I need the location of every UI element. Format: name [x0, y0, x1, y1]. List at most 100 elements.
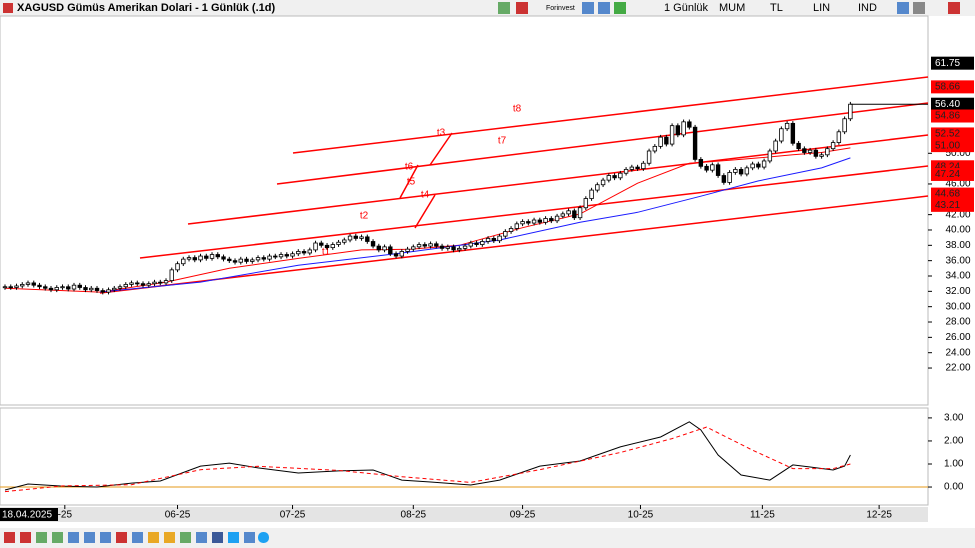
candle-body: [560, 213, 566, 217]
tool-icon[interactable]: [582, 2, 594, 14]
toolbar-label[interactable]: TL: [770, 2, 783, 14]
price-label: 43.21: [935, 200, 960, 211]
price-label: 58.66: [935, 82, 960, 93]
candle-body: [112, 287, 117, 291]
tool-icon[interactable]: [614, 2, 626, 14]
candle-body: [83, 287, 88, 291]
x-tick-label: 18.04.2025: [2, 510, 52, 521]
candle-body: [2, 286, 8, 289]
price-label: 52.52: [935, 129, 960, 140]
candle-body: [393, 253, 399, 257]
candle-body: [451, 246, 456, 251]
price-label-box: [931, 127, 974, 141]
x-tick-label: 09-25: [510, 510, 536, 521]
price-label-box: [931, 109, 974, 123]
tool-icon[interactable]: [498, 2, 510, 14]
candle-body: [296, 251, 301, 255]
tool-icon[interactable]: [20, 532, 31, 543]
candle-body: [422, 244, 428, 247]
candle-body: [658, 136, 663, 147]
date-cursor: [0, 508, 58, 521]
candle-body: [445, 246, 451, 249]
candle-body: [175, 263, 180, 271]
candle-body: [485, 238, 491, 242]
candle-body: [43, 286, 48, 289]
price-label-box: [931, 97, 974, 111]
candle-body: [123, 284, 128, 288]
annotation: t7: [498, 136, 507, 147]
tool-icon[interactable]: [258, 532, 269, 543]
tool-icon[interactable]: [4, 532, 15, 543]
x-tick-label: 10-25: [628, 510, 654, 521]
candle-body: [163, 280, 169, 284]
tool-icon[interactable]: [196, 532, 207, 543]
candle-body: [480, 241, 485, 245]
tool-icon[interactable]: [132, 532, 143, 543]
candle-body: [140, 283, 146, 286]
tool-icon[interactable]: [100, 532, 111, 543]
tool-icon[interactable]: [116, 532, 127, 543]
trend-line: [139, 165, 929, 259]
candle-body: [158, 281, 163, 284]
tool-icon[interactable]: [516, 2, 528, 14]
price-label: 61.75: [935, 58, 960, 69]
y-tick-label: 2.00: [944, 436, 964, 447]
candle-body: [388, 246, 393, 255]
tool-icon[interactable]: [244, 532, 255, 543]
candle-body: [365, 236, 370, 242]
tool-icon[interactable]: [180, 532, 191, 543]
x-tick-label: 08-25: [401, 510, 427, 521]
candle-body: [646, 150, 652, 164]
tool-icon[interactable]: [897, 2, 909, 14]
candle-body: [324, 244, 330, 249]
candle-body: [290, 253, 295, 257]
title-bar: [0, 0, 975, 16]
x-tick-label: 07-25: [280, 510, 306, 521]
candle-body: [514, 223, 520, 229]
candle-body: [675, 125, 681, 136]
candle-body: [192, 257, 197, 261]
y-tick-label: 24.00: [945, 347, 970, 358]
candle-body: [790, 122, 796, 144]
candle-body: [215, 254, 220, 258]
candle-body: [520, 221, 525, 225]
price-label-box: [931, 167, 974, 181]
x-tick-label: 11-25: [750, 510, 775, 521]
tool-icon[interactable]: [84, 532, 95, 543]
tool-icon[interactable]: [913, 2, 925, 14]
y-tick-label: 0.00: [944, 482, 964, 493]
candle-body: [572, 210, 577, 219]
tool-icon[interactable]: [164, 532, 175, 543]
toolbar-label[interactable]: LIN: [813, 2, 830, 14]
candle-body: [37, 284, 42, 288]
y-tick-label: 40.00: [945, 225, 970, 236]
candle-body: [273, 255, 278, 258]
close-icon[interactable]: [948, 2, 960, 14]
tool-icon[interactable]: [212, 532, 223, 543]
candle-body: [566, 210, 571, 215]
toolbar-label[interactable]: MUM: [719, 2, 745, 14]
candle-body: [146, 283, 151, 286]
toolbar-label[interactable]: IND: [858, 2, 877, 14]
tool-icon[interactable]: [228, 532, 239, 543]
tool-icon[interactable]: [598, 2, 610, 14]
tool-icon[interactable]: [148, 532, 159, 543]
candle-body: [813, 149, 819, 157]
candle-body: [94, 287, 100, 291]
toolbar-label[interactable]: 1 Günlük: [664, 2, 709, 14]
candle-body: [434, 243, 439, 247]
candle-body: [60, 286, 65, 289]
tool-icon[interactable]: [36, 532, 47, 543]
price-panel: [0, 15, 929, 406]
toolbar-label[interactable]: Forinvest: [546, 5, 575, 12]
candle-body: [721, 175, 727, 183]
candle-body: [710, 164, 715, 171]
candle-body: [330, 244, 335, 249]
candle-body: [669, 125, 675, 145]
annotation: t1: [322, 247, 331, 258]
tool-icon[interactable]: [68, 532, 79, 543]
candle-body: [664, 136, 669, 145]
tool-icon[interactable]: [52, 532, 63, 543]
candle-body: [807, 149, 813, 153]
